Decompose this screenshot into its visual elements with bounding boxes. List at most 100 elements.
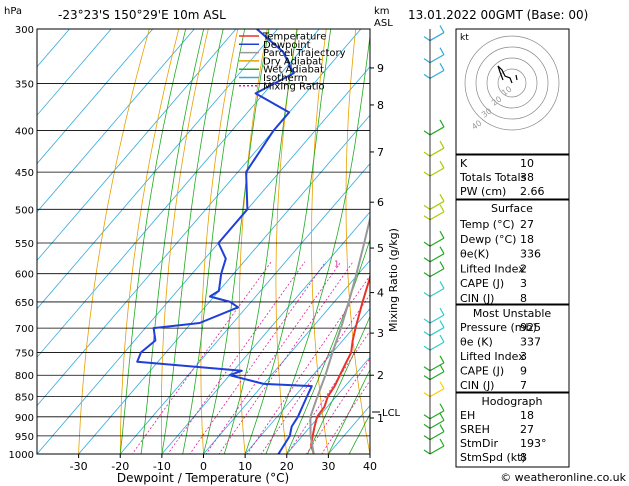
pressure-tick-label: 750: [15, 348, 34, 359]
mixing-ratio-line: [218, 261, 354, 454]
asl-label: ASL: [374, 18, 393, 29]
legend-label: Temperature: [262, 32, 326, 43]
dry-adiabat: [619, 5, 629, 472]
surface-row-label: CIN (J): [460, 292, 494, 305]
wind-barb: [423, 246, 445, 263]
pressure-tick-label: 350: [15, 79, 34, 90]
isotherm: [202, 259, 370, 454]
dry-adiabat: [200, 29, 239, 454]
wind-barb-flag: [439, 438, 445, 447]
surface-row-value: 2: [520, 262, 527, 275]
dry-adiabat: [345, 29, 370, 454]
wind-barb: [423, 261, 445, 278]
wind-barb-tail: [423, 331, 431, 337]
wind-barb-staff: [429, 54, 445, 64]
dry-adiabat: [160, 29, 209, 454]
unstable-row-value: 925: [520, 321, 541, 334]
wet-adiabat: [328, 368, 370, 454]
wind-barb-tail: [423, 215, 431, 221]
lcl-marker: LCL: [372, 408, 401, 419]
wind-barb-flag: [439, 364, 445, 372]
wind-barb-flag: [439, 403, 445, 412]
isotherm: [286, 356, 370, 454]
hodograph-table: Hodograph EH 18 SREH 27 StmDir 193°StmSpd (kt…: [455, 392, 570, 468]
wind-barb: [423, 320, 445, 337]
wind-barb: [423, 281, 445, 297]
hodograph-table-row-value: 18: [520, 409, 534, 422]
wind-barb: [423, 334, 445, 351]
unstable-row-value: 337: [520, 336, 541, 349]
index-totals-value: 38: [520, 171, 534, 184]
datetime-title: 13.01.2022 00GMT (Base: 00): [408, 8, 588, 22]
index-k-label: K: [460, 157, 468, 170]
surface-row-label: Lifted Index: [460, 262, 525, 275]
wind-barb-flag: [439, 355, 445, 364]
mixing-ratio-line: [189, 261, 327, 454]
wind-barb-flag: [439, 307, 445, 316]
surface-row-value: 8: [520, 292, 527, 305]
hpa-label: hPa: [4, 6, 22, 17]
surface-row-value: 27: [520, 218, 534, 231]
mixing-ratio-label: 1: [334, 260, 339, 269]
wind-barb-staff: [429, 287, 445, 297]
wind-barb-tail: [423, 36, 431, 42]
pressure-tick-label: 500: [15, 205, 34, 216]
hodograph-table-row-label: SREH: [460, 423, 490, 436]
wind-barb-flag: [439, 63, 445, 71]
unstable-row-value: 3: [520, 350, 527, 363]
wind-barb-flag: [439, 204, 445, 213]
wind-barb: [423, 119, 445, 136]
isotherm: [37, 29, 362, 407]
hodograph-table-row-value: 8: [520, 451, 527, 464]
isotherm: [37, 29, 279, 310]
series-dewpoint: [136, 29, 313, 454]
hodograph-table-row-label: StmSpd (kt): [460, 451, 526, 464]
wind-barb-tail: [423, 414, 431, 420]
isotherm: [37, 29, 237, 262]
mixing-ratio-label: 4: [409, 260, 414, 269]
hodograph-trace: [497, 65, 513, 84]
mixing-ratio-line: [305, 357, 370, 454]
temperature-tick-label: -20: [111, 460, 129, 473]
unstable-row-value: 9: [520, 365, 527, 378]
isotherm: [78, 114, 370, 454]
wind-barb-tail: [423, 291, 431, 297]
legend-label: Mixing Ratio: [263, 81, 325, 92]
surface-row-value: 336: [520, 248, 541, 261]
wind-barbs: [423, 25, 445, 455]
km-label: km: [374, 6, 390, 17]
pressure-tick-label: 950: [15, 432, 34, 443]
surface-table: Surface Temp (°C) 27 Dewp (°C) 18 θe(K) 336Li…: [455, 199, 570, 305]
unstable-row-value: 7: [520, 379, 527, 392]
surface-row-label: θe(K): [460, 248, 489, 261]
pressure-tick-label: 600: [15, 270, 34, 281]
surface-row-value: 18: [520, 233, 534, 246]
temperature-tick-label: 10: [238, 460, 252, 473]
wind-barb-staff: [429, 147, 445, 157]
hodograph-table-row-value: 27: [520, 423, 534, 436]
index-totals-label: Totals Totals: [459, 171, 527, 184]
wet-adiabat: [119, 29, 187, 454]
height-tick-label: 6: [377, 196, 384, 209]
wind-barb-tail: [423, 318, 431, 324]
wind-barb-tail: [423, 345, 431, 351]
pressure-tick-label: 700: [15, 324, 34, 335]
wind-barb: [423, 25, 445, 42]
wind-barb-tail: [423, 435, 431, 441]
legend-label: Parcel Trajectory: [263, 48, 346, 59]
mixing-ratio-label: 8: [446, 260, 451, 269]
isotherm: [37, 29, 195, 213]
isotherm: [37, 29, 112, 116]
wind-barb: [423, 47, 445, 64]
wind-barb-tail: [423, 272, 431, 278]
wind-barb-flag: [439, 47, 445, 55]
dry-adiabat: [311, 29, 329, 454]
mixing-ratio-line: [167, 261, 306, 454]
wind-barb-flag: [439, 119, 445, 128]
wind-barb-flag: [439, 140, 445, 149]
height-axis: 9 8 7 6 5 4 3 2 1: [370, 62, 384, 425]
mixing-ratio-line: [260, 294, 370, 454]
